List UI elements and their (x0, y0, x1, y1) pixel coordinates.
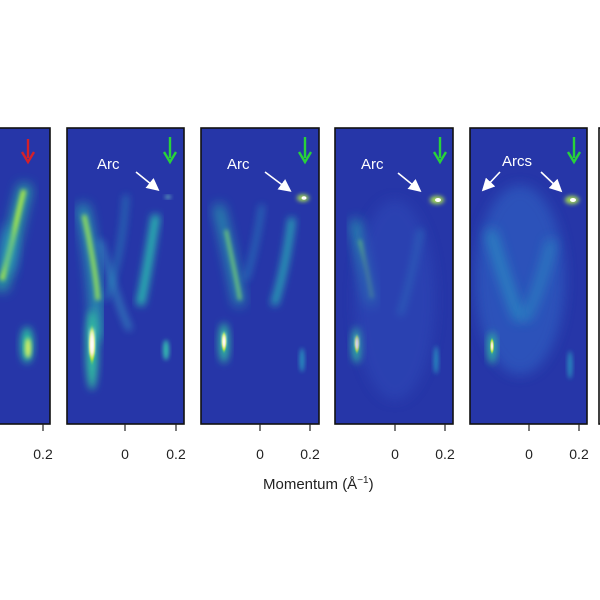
panel-5-tick-0: 0 (525, 446, 533, 462)
panel-3-tick-0-2: 0.2 (300, 446, 320, 462)
panel-3: Arc 0 0.2 (200, 127, 320, 462)
panel-2-annotation: Arc (97, 156, 120, 173)
panel-4-annotation: Arc (361, 156, 384, 173)
panel-4-tick-0: 0 (391, 446, 399, 462)
panel-2: Arc 0 0.2 (66, 127, 186, 462)
x-axis-label: Momentum (Å−1) (263, 475, 374, 493)
green-arrow (566, 137, 582, 165)
panel-2-tick-0: 0 (121, 446, 129, 462)
panel-1-tick-0-2: 0.2 (33, 446, 53, 462)
panel-2-annotation-arrow (135, 171, 160, 192)
green-arrow (432, 137, 448, 165)
panel-5: Arcs 0 0.2 (469, 127, 589, 462)
panel-4-annotation-arrow (397, 172, 422, 193)
panel-3-annotation-arrow (264, 171, 292, 192)
panel-4: Arc 0 0.2 (334, 127, 455, 462)
red-arrow (20, 139, 36, 165)
panel-5-annotation-arrow-left (481, 171, 501, 192)
green-arrow (297, 137, 313, 165)
panel-5-annotation: Arcs (502, 153, 532, 170)
panel-3-tick-0: 0 (256, 446, 264, 462)
panel-4-tick-0-2: 0.2 (435, 446, 455, 462)
panel-5-annotation-arrow-right (540, 171, 563, 193)
panel-1: 0.2 (0, 127, 53, 462)
panel-5-tick-0-2: 0.2 (569, 446, 589, 462)
green-arrow (162, 137, 178, 165)
panel-3-annotation: Arc (227, 156, 250, 173)
panel-2-tick-0-2: 0.2 (166, 446, 186, 462)
